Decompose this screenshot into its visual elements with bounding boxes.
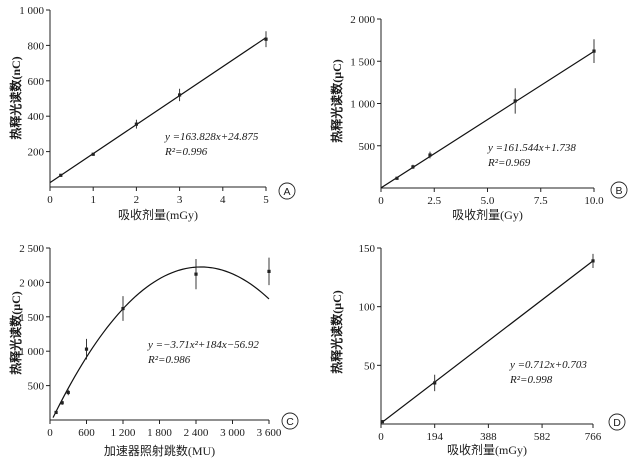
x-tick-label: 2 400 [184, 427, 209, 439]
data-point [66, 390, 70, 395]
fit-equation: y =163.828x+24.875 [164, 131, 259, 143]
panel-badge [610, 181, 628, 199]
panel-badge [608, 413, 626, 431]
y-tick-label: 500 [28, 381, 45, 393]
fit-equation: y =−3.71x²+184x−56.92 [147, 339, 259, 351]
data-point [267, 269, 271, 273]
data-point [194, 272, 198, 276]
fit-equation: y =0.712x+0.703 [509, 359, 587, 371]
r-squared: R²=0.998 [509, 374, 553, 386]
x-axis-label: 加速器照射跳数(MU) [104, 443, 215, 458]
panel-letter: D [613, 417, 621, 429]
data-point [60, 401, 64, 405]
x-tick-label: 2.5 [427, 195, 441, 207]
x-tick-label: 582 [534, 431, 551, 443]
data-point [54, 410, 58, 415]
fit-line [380, 260, 594, 424]
data-point [91, 152, 95, 156]
x-axis-label: 吸收剂量(mGy) [447, 442, 527, 457]
r-squared: R²=0.996 [164, 146, 208, 158]
panel-badge [281, 412, 299, 430]
x-tick-label: 2 [134, 194, 140, 206]
y-tick-label: 1 000 [350, 99, 375, 111]
x-tick-label: 10.0 [584, 195, 604, 207]
data-point [59, 173, 63, 177]
r-squared: R²=0.986 [147, 354, 191, 366]
y-tick-label: 2 000 [350, 14, 375, 26]
x-tick-label: 7.5 [534, 195, 548, 207]
chart-panel-c: 0 600 1 200 1 800 2 400 3 000 3 600 500 1 000 1 5… [8, 243, 299, 458]
data-point [121, 306, 125, 311]
fit-curve [52, 266, 270, 418]
panel-letter: C [286, 416, 294, 428]
x-tick-label: 1 200 [111, 427, 136, 439]
y-axis-label: 热释光读数(μC) [8, 291, 23, 374]
x-tick-label: 388 [480, 431, 497, 443]
x-tick-label: 4 [220, 194, 226, 206]
data-point [178, 93, 182, 97]
data-point [264, 37, 268, 41]
y-tick-label: 2 500 [19, 243, 44, 255]
x-tick-label: 0 [378, 195, 384, 207]
chart-panel-b: 0 2.5 5.0 7.5 10.0 500 1 000 1 500 2 000 y =161.5… [329, 14, 628, 222]
x-tick-label: 3 000 [220, 427, 245, 439]
data-point [513, 99, 517, 103]
x-tick-label: 0 [378, 431, 384, 443]
y-tick-label: 1 000 [19, 346, 44, 358]
x-tick-label: 600 [78, 427, 95, 439]
x-axis-label: 吸收剂量(mGy) [118, 207, 198, 222]
y-axis-label: 热释光读数(nC) [8, 56, 23, 139]
data-point [428, 153, 432, 157]
data-point [411, 165, 415, 169]
data-point [84, 347, 89, 351]
x-axis-label: 吸收剂量(Gy) [452, 207, 523, 222]
x-tick-label: 1 800 [147, 427, 172, 439]
y-tick-label: 1 000 [19, 5, 44, 17]
x-tick-label: 766 [585, 431, 602, 443]
y-tick-label: 800 [28, 40, 45, 52]
x-tick-label: 0 [47, 194, 53, 206]
y-tick-label: 500 [359, 141, 376, 153]
x-tick-label: 5 [263, 194, 269, 206]
y-tick-label: 1 500 [350, 56, 375, 68]
fit-line [49, 37, 267, 184]
data-point [395, 176, 399, 180]
x-tick-label: 0 [47, 427, 53, 439]
y-tick-label: 2 000 [19, 277, 44, 289]
y-tick-label: 100 [359, 302, 376, 314]
chart-panel-d: 0 194 388 582 766 50 100 150 y =0.712x+0.703 R²=0… [329, 243, 626, 457]
y-axis-label: 热释光读数(μC) [329, 59, 344, 142]
y-tick-label: 400 [28, 111, 45, 123]
panel-badge [278, 182, 296, 200]
data-point [433, 381, 437, 385]
x-tick-label: 5.0 [481, 195, 495, 207]
fit-equation: y =161.544x+1.738 [487, 142, 576, 154]
x-tick-label: 3 600 [257, 427, 282, 439]
panel-letter: A [283, 186, 290, 198]
x-tick-label: 194 [426, 431, 443, 443]
fit-line [380, 50, 595, 189]
data-point [134, 122, 138, 126]
y-tick-label: 50 [364, 360, 376, 372]
data-point [380, 420, 384, 424]
y-tick-label: 200 [28, 147, 45, 159]
y-tick-label: 150 [359, 243, 376, 255]
data-point [591, 259, 595, 263]
data-point [592, 49, 596, 53]
r-squared: R²=0.969 [487, 157, 531, 169]
chart-panel-a: 0 1 2 3 4 5 200 400 600 800 1 000 y =163.828x+24.87… [8, 5, 296, 222]
y-tick-label: 1 500 [19, 312, 44, 324]
panel-letter: B [615, 185, 622, 197]
y-axis-label: 热释光读数(μC) [329, 290, 344, 373]
x-tick-label: 3 [177, 194, 183, 206]
y-tick-label: 600 [28, 76, 45, 88]
x-tick-label: 1 [90, 194, 96, 206]
